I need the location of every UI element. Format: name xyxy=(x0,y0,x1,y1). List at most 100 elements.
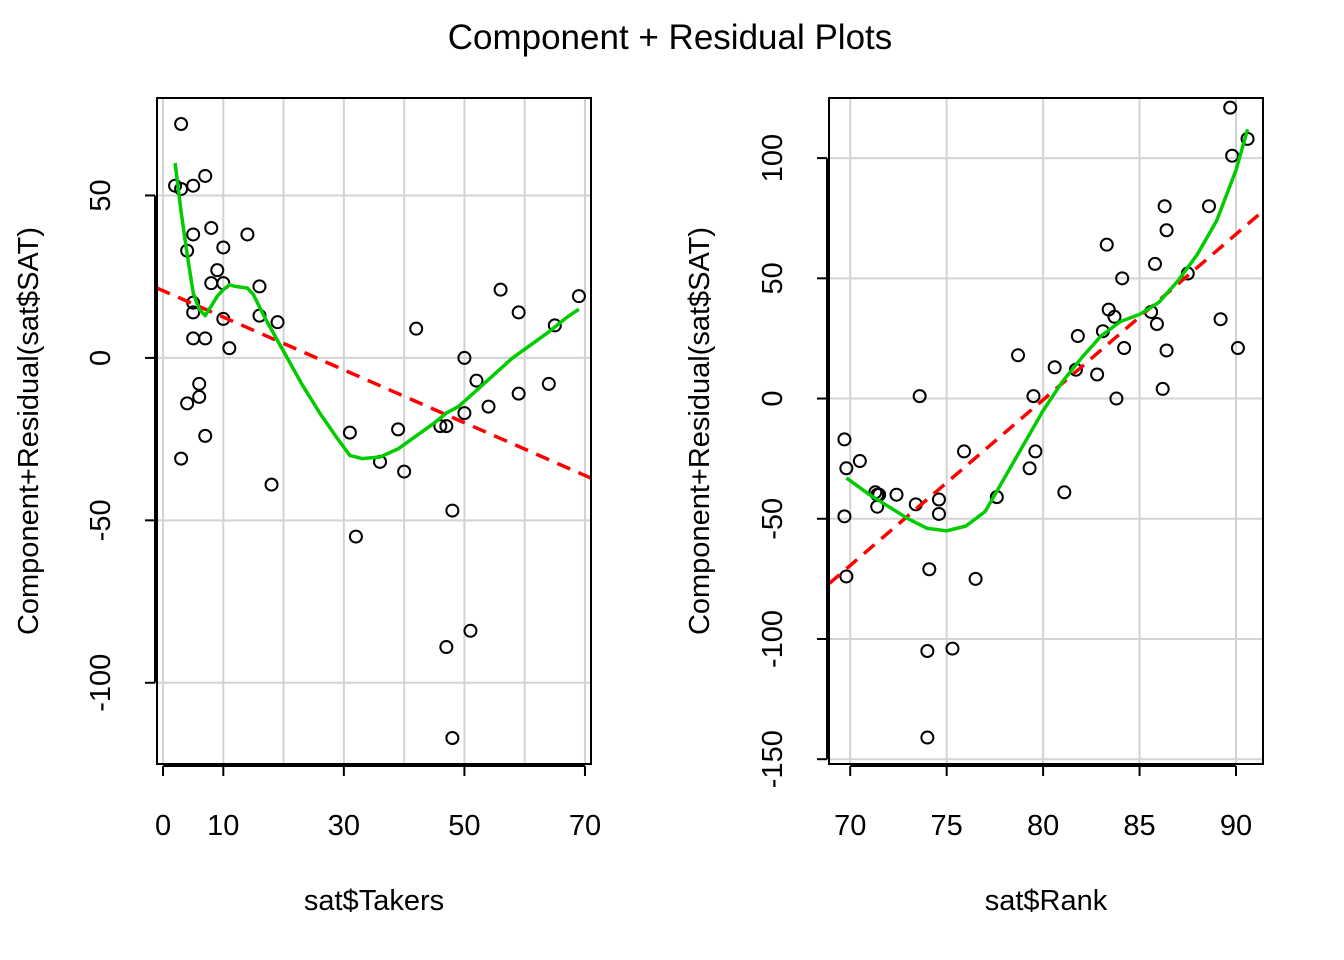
x-tick-label: 70 xyxy=(834,810,866,842)
data-point xyxy=(264,477,279,492)
data-point xyxy=(174,116,189,131)
x-tick-label: 70 xyxy=(569,810,601,842)
data-point xyxy=(342,425,357,440)
data-point xyxy=(1115,271,1130,286)
data-point xyxy=(511,386,526,401)
data-point xyxy=(1047,360,1062,375)
data-point xyxy=(348,529,363,544)
data-point xyxy=(1090,367,1105,382)
data-point xyxy=(222,341,237,356)
data-point xyxy=(1109,391,1124,406)
data-point xyxy=(931,492,946,507)
data-point xyxy=(457,350,472,365)
x-axis-label: sat$Takers xyxy=(304,885,444,917)
data-point xyxy=(1149,317,1164,332)
data-point xyxy=(481,399,496,414)
smooth-line xyxy=(845,128,1250,533)
y-tick-label: 50 xyxy=(85,179,117,211)
data-point xyxy=(469,373,484,388)
data-point xyxy=(1201,199,1216,214)
data-point xyxy=(1107,309,1122,324)
y-axis-label: Component+Residual(sat$SAT) xyxy=(684,227,716,635)
data-point xyxy=(198,428,213,443)
data-point xyxy=(216,240,231,255)
y-tick-label: -50 xyxy=(85,499,117,541)
data-point xyxy=(852,454,867,469)
data-point xyxy=(445,503,460,518)
data-point xyxy=(1159,343,1174,358)
data-point xyxy=(541,376,556,391)
data-point xyxy=(463,623,478,638)
data-point xyxy=(889,487,904,502)
data-point xyxy=(198,331,213,346)
data-point xyxy=(511,305,526,320)
data-point xyxy=(391,422,406,437)
data-point xyxy=(1213,312,1228,327)
x-tick-label: 50 xyxy=(448,810,480,842)
data-point xyxy=(547,318,562,333)
data-point xyxy=(1026,389,1041,404)
data-point xyxy=(839,461,854,476)
data-point xyxy=(1099,237,1114,252)
y-tick-label: 0 xyxy=(757,390,789,406)
data-point xyxy=(837,509,852,524)
data-point xyxy=(957,444,972,459)
left-panel-takers: 0 10 30 50 70 -100 -50 0 50 sat$Takers Component+R… xyxy=(13,97,601,917)
data-point xyxy=(186,227,201,242)
data-point xyxy=(1230,341,1245,356)
data-point xyxy=(1022,461,1037,476)
data-point xyxy=(192,376,207,391)
data-point xyxy=(204,276,219,291)
y-tick-label: -100 xyxy=(757,610,789,668)
x-tick-label: 30 xyxy=(328,810,360,842)
data-point xyxy=(210,263,225,278)
linear-fit-line xyxy=(156,286,592,480)
data-point xyxy=(931,506,946,521)
data-point xyxy=(1117,341,1132,356)
data-point xyxy=(457,406,472,421)
y-tick-label: -150 xyxy=(757,730,789,788)
y-tick-label: -50 xyxy=(757,498,789,540)
linear-fit-line xyxy=(827,209,1265,586)
x-tick-label: 10 xyxy=(207,810,239,842)
data-point xyxy=(920,643,935,658)
right-panel-rank: 70 75 80 85 90 -150 -100 -50 0 50 100 sat$Rank Compo… xyxy=(684,97,1265,917)
x-tick-label: 75 xyxy=(931,810,963,842)
data-point xyxy=(1223,100,1238,115)
data-point xyxy=(922,562,937,577)
smooth-line xyxy=(173,162,580,461)
data-point xyxy=(439,419,454,434)
data-point xyxy=(192,389,207,404)
data-point xyxy=(839,569,854,584)
y-tick-label: 50 xyxy=(757,262,789,294)
figure-title: Component + Residual Plots xyxy=(448,18,893,57)
data-point xyxy=(1011,348,1026,363)
x-tick-label: 80 xyxy=(1027,810,1059,842)
data-point xyxy=(445,731,460,746)
data-point xyxy=(837,432,852,447)
data-point xyxy=(1159,223,1174,238)
data-point xyxy=(409,321,424,336)
plot-box xyxy=(156,97,592,765)
data-point xyxy=(204,220,219,235)
data-point xyxy=(1070,329,1085,344)
data-point xyxy=(968,571,983,586)
data-point xyxy=(1155,381,1170,396)
data-point xyxy=(180,396,195,411)
data-point xyxy=(186,331,201,346)
data-point xyxy=(945,641,960,656)
x-tick-label: 0 xyxy=(155,810,171,842)
x-tick-label: 90 xyxy=(1220,810,1252,842)
x-axis-label: sat$Rank xyxy=(985,885,1108,917)
data-point xyxy=(186,178,201,193)
data-point xyxy=(912,389,927,404)
data-point xyxy=(186,305,201,320)
data-point xyxy=(439,640,454,655)
data-point xyxy=(1028,444,1043,459)
data-point xyxy=(240,227,255,242)
data-point xyxy=(1157,199,1172,214)
data-point xyxy=(1057,485,1072,500)
data-point xyxy=(252,279,267,294)
data-point xyxy=(920,730,935,745)
data-point xyxy=(571,289,586,304)
